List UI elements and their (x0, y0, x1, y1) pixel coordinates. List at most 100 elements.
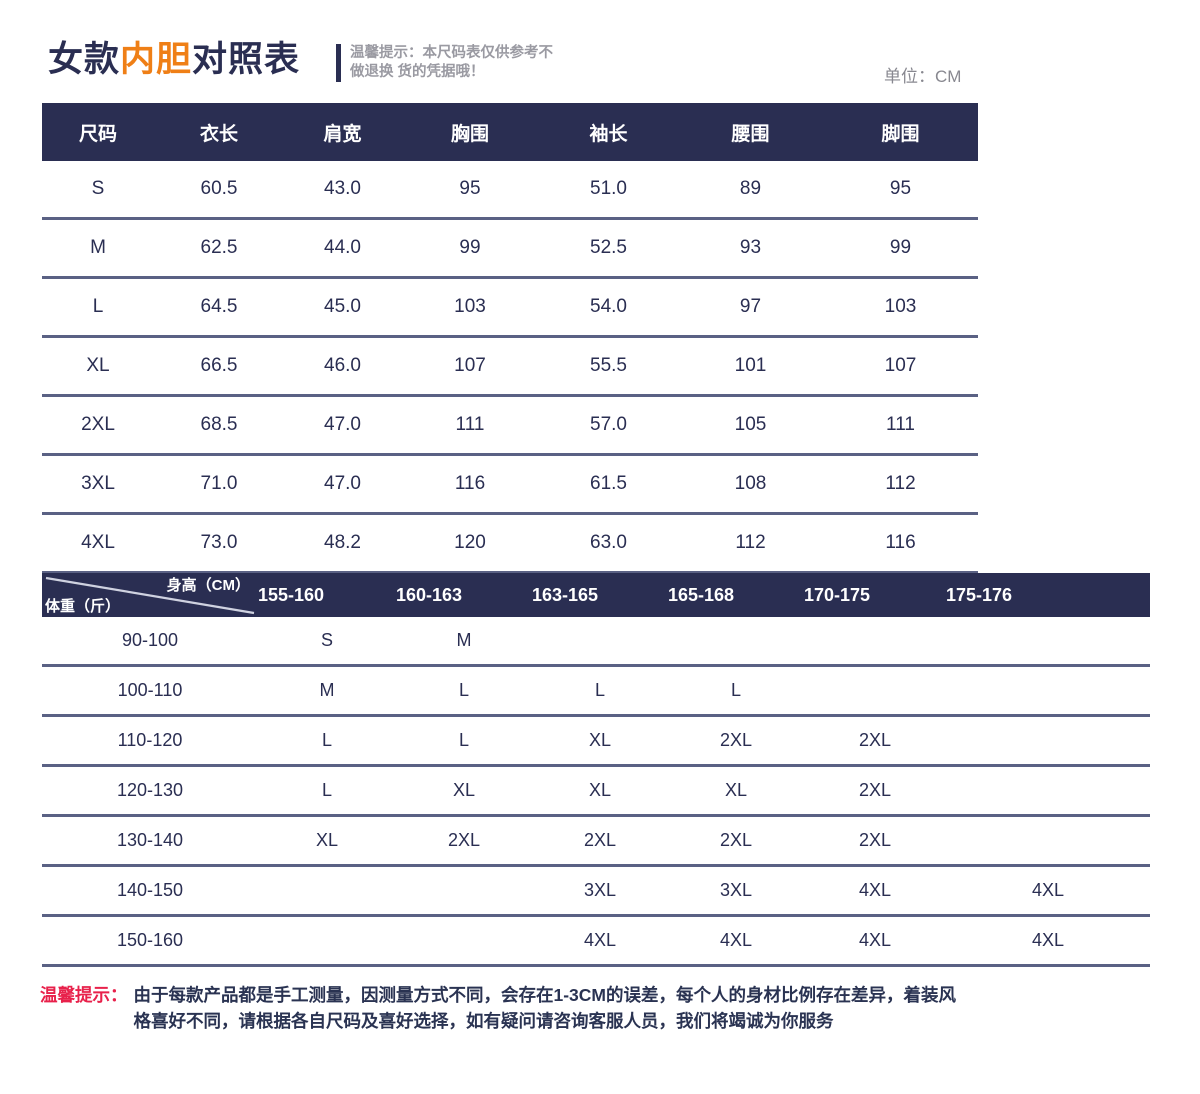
cell-size-rec: M (258, 665, 396, 717)
cell-bust: 120 (401, 513, 539, 574)
col-header-hem: 脚围 (823, 103, 978, 161)
cell-size-rec: L (258, 715, 396, 767)
cell-size-rec: 2XL (804, 715, 946, 767)
cell-size-rec (532, 617, 668, 667)
col-header-height-160-163: 160-163 (396, 573, 532, 617)
cell-size-rec: XL (532, 715, 668, 767)
footer-note-label: 温馨提示： (40, 985, 128, 1005)
cell-length: 68.5 (154, 395, 284, 456)
cell-waist: 112 (678, 513, 823, 574)
row-header-weight: 100-110 (42, 665, 258, 717)
cell-size-rec: S (258, 617, 396, 667)
cell-sleeve: 63.0 (539, 513, 678, 574)
table-row: 3XL 71.0 47.0 116 61.5 108 112 (42, 454, 978, 515)
table-row: S 60.5 43.0 95 51.0 89 95 (42, 161, 978, 220)
size-recommendation-table: 身高（CM） 体重（斤） 155-160 160-163 163-165 165… (42, 573, 1150, 967)
cell-length: 62.5 (154, 218, 284, 279)
cell-bust: 103 (401, 277, 539, 338)
cell-size: L (42, 277, 154, 338)
unit-label: 单位：CM (884, 67, 962, 86)
footer-note-line-1: 由于每款产品都是手工测量，因测量方式不同，会存在1-3CM的误差，每个人的身材比… (133, 985, 957, 1005)
cell-size-rec: L (258, 765, 396, 817)
tip-accent-bar (336, 44, 341, 82)
cell-waist: 93 (678, 218, 823, 279)
cell-bust: 116 (401, 454, 539, 515)
col-header-height-165-168: 165-168 (668, 573, 804, 617)
cell-size-rec: 2XL (804, 765, 946, 817)
col-header-length: 衣长 (154, 103, 284, 161)
cell-sleeve: 54.0 (539, 277, 678, 338)
cell-size-rec (946, 765, 1150, 817)
cell-sleeve: 51.0 (539, 161, 678, 220)
cell-shoulder: 43.0 (284, 161, 401, 220)
table-row: XL 66.5 46.0 107 55.5 101 107 (42, 336, 978, 397)
cell-size-rec: 2XL (804, 815, 946, 867)
tip-line-2: 做退换 货的凭据哦！ (350, 64, 485, 80)
cell-bust: 107 (401, 336, 539, 397)
measurement-table-body: S 60.5 43.0 95 51.0 89 95 M 62.5 44.0 99… (42, 161, 978, 574)
cell-size: XL (42, 336, 154, 397)
table-row: 150-160 4XL 4XL 4XL 4XL (42, 915, 1150, 967)
footer-note-line-2: 格喜好不同，请根据各自尺码及喜好选择，如有疑问请咨询客服人员，我们将竭诚为你服务 (133, 1011, 834, 1031)
cell-shoulder: 48.2 (284, 513, 401, 574)
table-row: 4XL 73.0 48.2 120 63.0 112 116 (42, 513, 978, 574)
cell-size-rec (258, 915, 396, 967)
row-header-weight: 140-150 (42, 865, 258, 917)
table-row: L 64.5 45.0 103 54.0 97 103 (42, 277, 978, 338)
col-header-sleeve: 袖长 (539, 103, 678, 161)
cell-length: 66.5 (154, 336, 284, 397)
cell-hem: 111 (823, 395, 978, 456)
row-header-weight: 110-120 (42, 715, 258, 767)
header-tip: 温馨提示：本尺码表仅供参考不 做退换 货的凭据哦！ (336, 44, 553, 82)
row-header-weight: 150-160 (42, 915, 258, 967)
cell-size-rec: XL (396, 765, 532, 817)
size-recommendation-body: 90-100 S M 100-110 M L L L 110-120 L L X… (42, 617, 1150, 967)
cell-size-rec: 2XL (532, 815, 668, 867)
cell-shoulder: 47.0 (284, 454, 401, 515)
table-row: 2XL 68.5 47.0 111 57.0 105 111 (42, 395, 978, 456)
cell-length: 73.0 (154, 513, 284, 574)
cell-size-rec: L (396, 665, 532, 717)
cell-size-rec: 4XL (532, 915, 668, 967)
table-row: M 62.5 44.0 99 52.5 93 99 (42, 218, 978, 279)
cell-sleeve: 61.5 (539, 454, 678, 515)
cell-size-rec: 3XL (668, 865, 804, 917)
corner-header-cell: 身高（CM） 体重（斤） (42, 573, 258, 617)
row-header-weight: 120-130 (42, 765, 258, 817)
cell-size-rec: 4XL (946, 865, 1150, 917)
cell-bust: 95 (401, 161, 539, 220)
cell-size-rec: 3XL (532, 865, 668, 917)
col-header-height-170-175: 170-175 (804, 573, 946, 617)
cell-shoulder: 44.0 (284, 218, 401, 279)
cell-sleeve: 52.5 (539, 218, 678, 279)
col-header-height-175-176: 175-176 (946, 573, 1150, 617)
table-row: 140-150 3XL 3XL 4XL 4XL (42, 865, 1150, 917)
tip-text: 温馨提示：本尺码表仅供参考不 做退换 货的凭据哦！ (350, 44, 553, 82)
cell-waist: 97 (678, 277, 823, 338)
table-row: 120-130 L XL XL XL 2XL (42, 765, 1150, 817)
col-header-bust: 胸围 (401, 103, 539, 161)
cell-size-rec: 4XL (804, 865, 946, 917)
cell-size-rec: L (396, 715, 532, 767)
cell-length: 71.0 (154, 454, 284, 515)
cell-hem: 107 (823, 336, 978, 397)
cell-hem: 95 (823, 161, 978, 220)
cell-size-rec: M (396, 617, 532, 667)
row-header-weight: 130-140 (42, 815, 258, 867)
tip-line-1: 温馨提示：本尺码表仅供参考不 (350, 45, 553, 61)
cell-size: 3XL (42, 454, 154, 515)
cell-size-rec (396, 865, 532, 917)
table-row: 90-100 S M (42, 617, 1150, 667)
cell-size-rec (946, 617, 1150, 667)
cell-hem: 99 (823, 218, 978, 279)
cell-size-rec: L (532, 665, 668, 717)
cell-size-rec (668, 617, 804, 667)
cell-size-rec: L (668, 665, 804, 717)
page-title-part2: 对照表 (192, 40, 301, 79)
cell-size-rec: 4XL (668, 915, 804, 967)
cell-size-rec: XL (532, 765, 668, 817)
cell-size-rec (396, 915, 532, 967)
col-header-waist: 腰围 (678, 103, 823, 161)
col-header-shoulder: 肩宽 (284, 103, 401, 161)
cell-hem: 103 (823, 277, 978, 338)
